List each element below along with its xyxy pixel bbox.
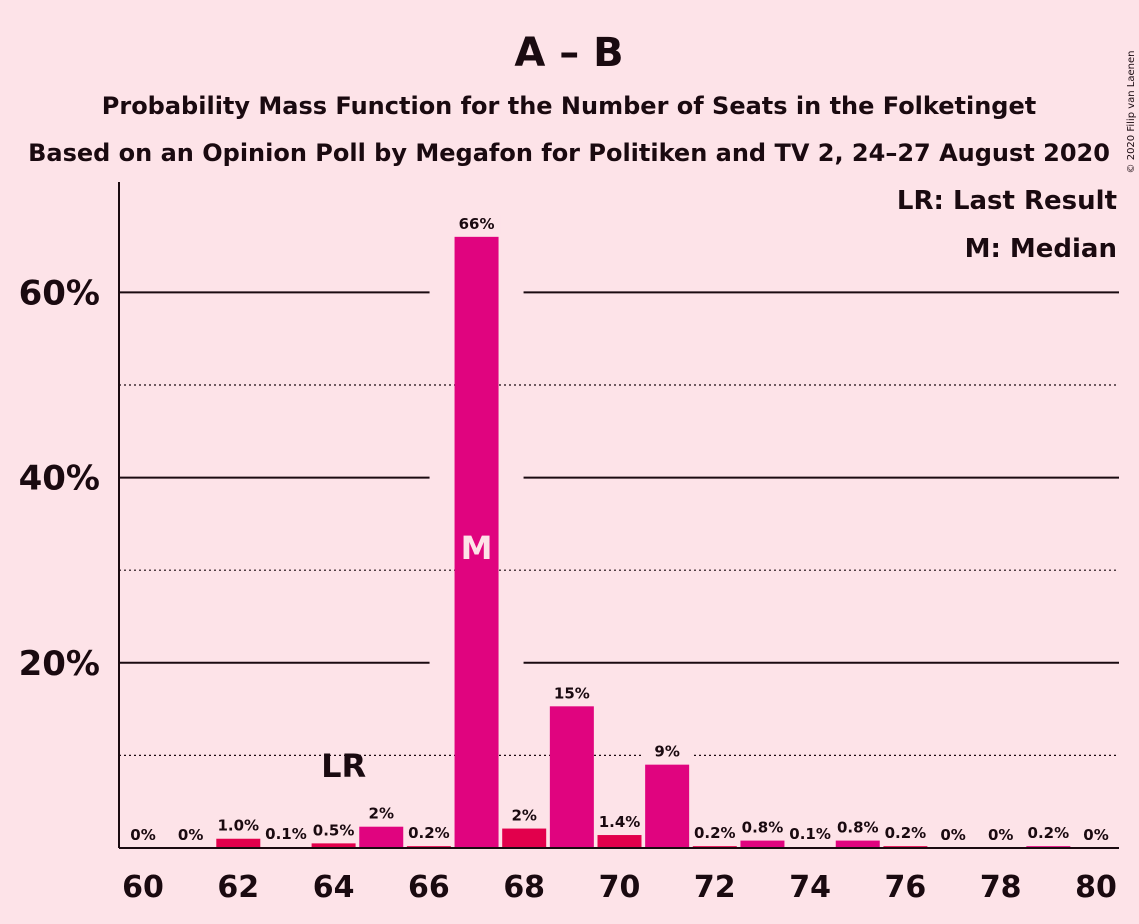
x-tick-label: 60: [122, 870, 164, 905]
data-label: 0.2%: [885, 824, 927, 842]
data-label-background: [309, 821, 358, 841]
data-label: 0%: [178, 826, 203, 844]
last-result-marker: LR: [321, 747, 366, 785]
y-tick-label: 60%: [19, 273, 100, 313]
x-tick-label: 74: [789, 870, 831, 905]
data-label: 66%: [459, 215, 495, 233]
bar: [359, 826, 404, 848]
data-label: 15%: [554, 684, 590, 702]
median-marker: M: [461, 529, 493, 567]
x-tick-label: 68: [503, 870, 545, 905]
data-label: 1.4%: [599, 813, 641, 831]
x-tick-label: 62: [217, 870, 259, 905]
y-tick-label: 40%: [19, 459, 100, 499]
data-label-background: [690, 824, 739, 844]
x-axis-ticks: 60 62 64 66 68 70 72 74 76 78 80: [122, 870, 1117, 905]
y-tick-label: 20%: [19, 644, 100, 684]
data-label-background: [500, 806, 549, 826]
data-label: 1.0%: [217, 817, 259, 835]
copyright-text: © 2020 Filip van Laenen: [1126, 51, 1137, 174]
bar: [597, 835, 642, 848]
x-tick-label: 64: [313, 870, 355, 905]
data-label: 0%: [1083, 826, 1108, 844]
data-label-background: [881, 824, 930, 844]
data-label: 0%: [940, 826, 965, 844]
bar: [454, 236, 499, 849]
grid-lines: [119, 289, 1119, 757]
chart-subtitle-1: Probability Mass Function for the Number…: [102, 92, 1036, 120]
x-tick-label: 80: [1075, 870, 1117, 905]
x-tick-label: 76: [885, 870, 927, 905]
data-label-background: [833, 818, 882, 838]
data-label: 0.2%: [1028, 824, 1070, 842]
data-label-background: [547, 684, 596, 704]
data-label-background: [643, 742, 692, 762]
chart-title: A – B: [514, 30, 623, 76]
data-label: 2%: [369, 805, 394, 823]
data-label-background: [404, 824, 453, 844]
legend-last-result: LR: Last Result: [897, 186, 1117, 216]
data-label-background: [929, 826, 978, 845]
bar: [502, 828, 547, 848]
data-label: 0.5%: [313, 821, 355, 839]
data-label-background: [595, 813, 644, 833]
data-label-background: [1072, 826, 1120, 845]
data-label: 0.1%: [265, 825, 307, 843]
data-label: 0%: [988, 826, 1013, 844]
data-label-background: [119, 826, 167, 845]
chart-subtitle-2: Based on an Opinion Poll by Megafon for …: [28, 139, 1110, 167]
data-label-background: [357, 804, 406, 824]
data-label: 0.8%: [837, 819, 879, 837]
x-tick-label: 78: [980, 870, 1022, 905]
x-tick-label: 72: [694, 870, 736, 905]
data-label: 0.2%: [694, 824, 736, 842]
data-label-background: [261, 825, 310, 845]
bar: [835, 840, 880, 848]
data-label: 9%: [654, 743, 679, 761]
data-label-background: [786, 825, 835, 845]
data-label: 2%: [511, 807, 536, 825]
data-label-background: [214, 816, 263, 836]
bar: [311, 843, 356, 848]
bar: [645, 764, 690, 848]
y-axis-ticks: 20% 40% 60%: [19, 273, 100, 683]
data-label: 0.2%: [408, 824, 450, 842]
bar: [216, 838, 261, 848]
data-label: 0.1%: [789, 825, 831, 843]
data-label: 0%: [130, 826, 155, 844]
data-label-background: [976, 826, 1025, 845]
x-tick-label: 70: [599, 870, 641, 905]
data-label: 0.8%: [742, 819, 784, 837]
data-labels: 0% 0% 1.0% 0.1% 0.5% 2% 0.2% 66% 2% 15% 1.4% 9% 0.2%…: [119, 214, 1120, 845]
data-label-background: [452, 214, 501, 234]
data-label-background: [1024, 824, 1073, 844]
legend-median: M: Median: [965, 234, 1117, 264]
bar: [549, 706, 594, 848]
bar: [740, 840, 785, 848]
data-label-background: [166, 826, 215, 845]
x-tick-label: 66: [408, 870, 450, 905]
data-label-background: [738, 818, 787, 838]
